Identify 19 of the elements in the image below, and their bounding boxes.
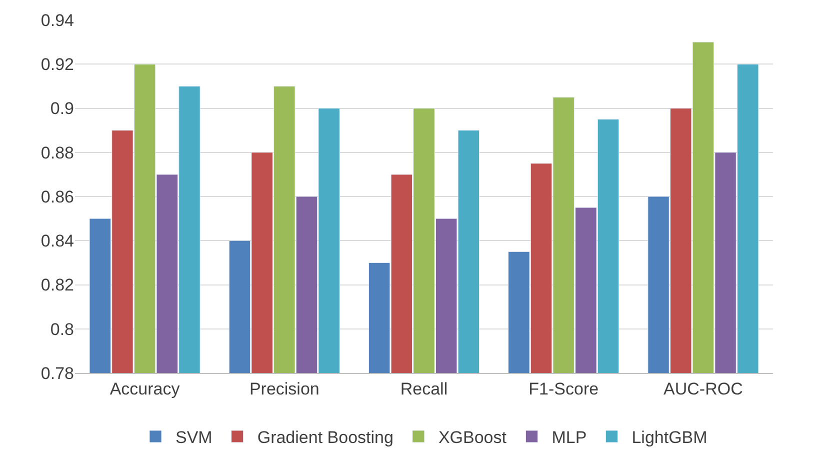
y-tick-label: 0.82: [40, 276, 74, 295]
y-tick-label: 0.8: [50, 320, 74, 339]
x-tick-label: Precision: [249, 379, 320, 398]
y-tick-label: 0.86: [40, 187, 74, 206]
x-tick-label: Accuracy: [110, 379, 180, 398]
y-tick-label: 0.78: [40, 364, 74, 383]
legend-label: SVM: [176, 428, 212, 448]
x-tick-label: F1-Score: [528, 379, 599, 398]
legend-label: XGBoost: [438, 428, 507, 448]
legend-label: LightGBM: [632, 428, 708, 448]
y-tick-label: 0.92: [40, 55, 74, 74]
y-tick-label: 0.9: [50, 99, 74, 118]
y-tick-label: 0.94: [40, 10, 74, 30]
legend-label: Gradient Boosting: [257, 428, 394, 448]
y-tick-label: 0.88: [40, 143, 74, 162]
x-tick-label: Recall: [400, 379, 448, 398]
legend-label: MLP: [552, 428, 587, 448]
y-tick-label: 0.84: [40, 232, 74, 251]
x-tick-label: AUC-ROC: [664, 379, 743, 398]
